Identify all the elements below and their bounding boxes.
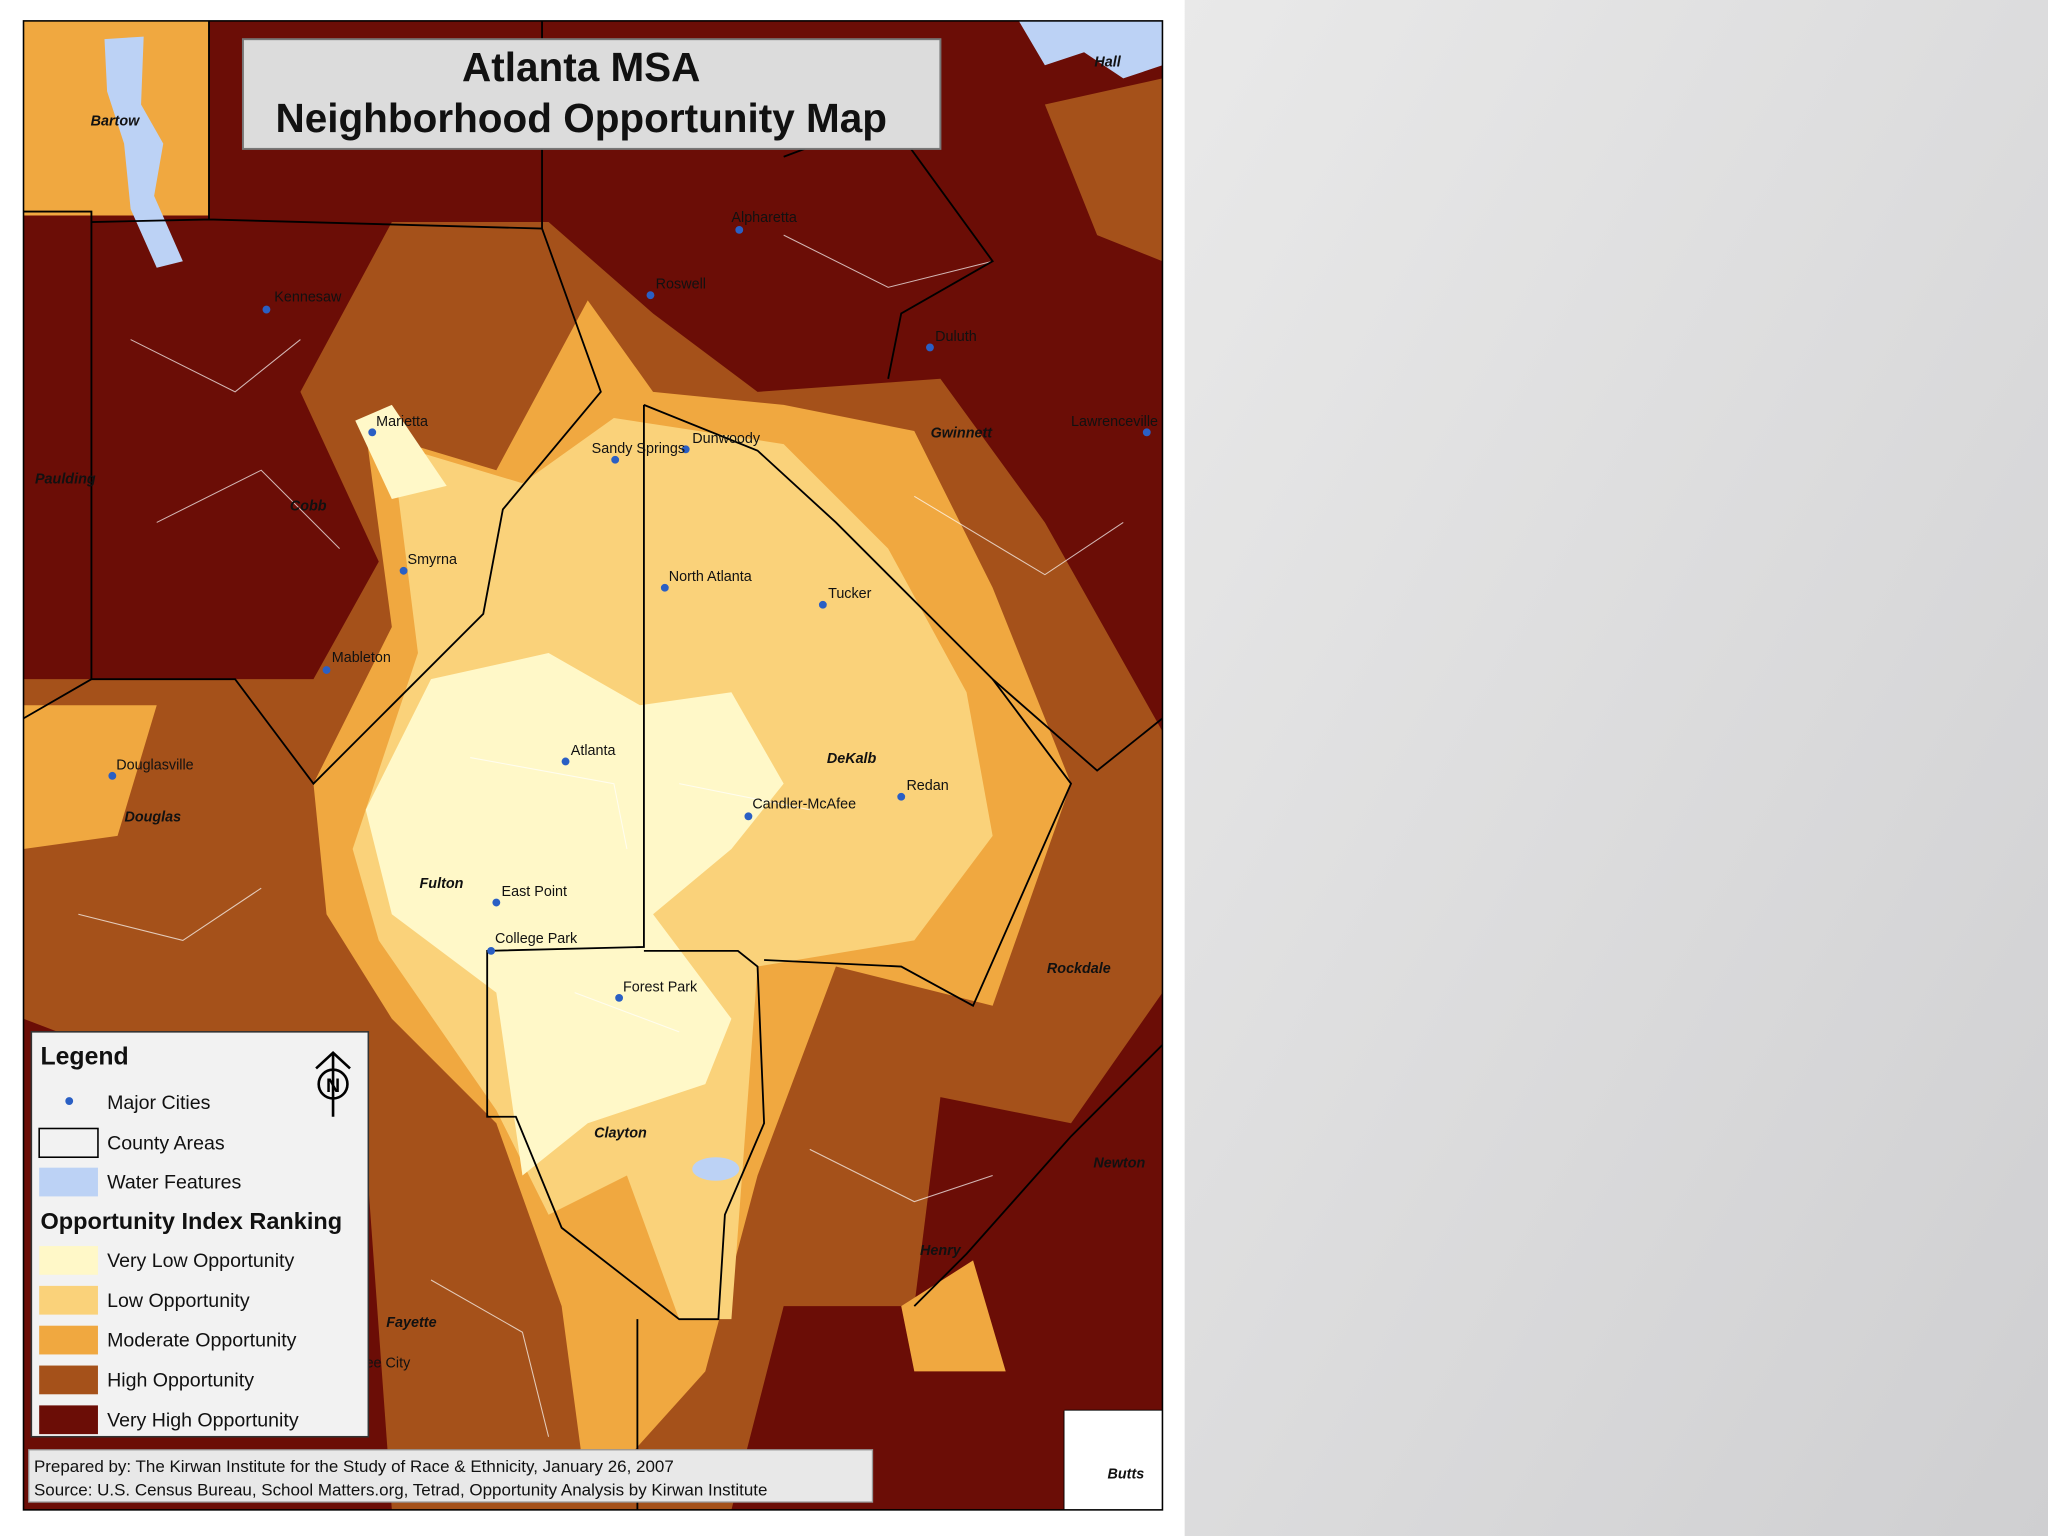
city-label: Douglasville (116, 757, 193, 773)
city-label: Marietta (376, 414, 428, 430)
county-label: Fayette (386, 1315, 436, 1331)
cities: Kennesaw Marietta Smyrna Mableton Dougla… (108, 210, 1158, 1372)
legend-symbol (38, 1127, 99, 1159)
region (23, 705, 157, 849)
legend-label: County Areas (107, 1132, 225, 1154)
county-label: Hall (1094, 55, 1121, 71)
city-label: Duluth (935, 329, 977, 345)
legend-swatch (39, 1246, 98, 1275)
map: Bartow Hall Cobb Paulding Gwinnett Dougl… (23, 20, 1163, 1510)
water (104, 20, 1163, 1181)
legend-label: Very Low Opportunity (107, 1250, 294, 1272)
legend-symbol (65, 1097, 74, 1105)
credits: Prepared by: The Kirwan Institute for th… (28, 1449, 874, 1503)
north-label: N (326, 1075, 340, 1097)
city-label: Kennesaw (274, 290, 342, 306)
title: Atlanta MSA (462, 44, 700, 90)
side-panel (1184, 0, 2048, 1536)
region (1044, 78, 1163, 262)
city-label: East Point (502, 884, 567, 900)
legend-swatch (39, 1325, 98, 1355)
title-background (241, 38, 942, 150)
credits-box (28, 1449, 874, 1503)
title-box: Atlanta MSA Neighborhood Opportunity Map (241, 38, 942, 150)
city-label: Dunwoody (692, 431, 761, 447)
city-label: Alpharetta (731, 210, 796, 226)
county-label: Newton (1093, 1156, 1145, 1172)
county-label: Butts (1108, 1467, 1145, 1483)
city-label: Sandy Springs (592, 441, 685, 457)
city-label: Lawrenceville (1071, 414, 1158, 430)
legend-swatch (39, 1365, 98, 1395)
tract-lines (78, 234, 1124, 1437)
region (901, 1260, 1006, 1372)
county-label: Clayton (594, 1126, 647, 1142)
map-frame (22, 20, 1164, 1511)
county-label: Douglas (124, 810, 181, 826)
legend-symbol (39, 1167, 98, 1197)
city-label: Smyrna (408, 552, 457, 568)
city-label: Tucker (828, 586, 872, 602)
legend-rankings: Very Low Opportunity Low Opportunity Moder… (39, 1246, 299, 1435)
city-label: Atlanta (571, 743, 616, 759)
legend-heading: Opportunity Index Ranking (40, 1208, 342, 1234)
county-labels: Bartow Hall Cobb Paulding Gwinnett Dougl… (35, 55, 1146, 1483)
legend-label: High Opportunity (107, 1369, 254, 1391)
legend-label: Low Opportunity (107, 1290, 250, 1312)
credit-line: Source: U.S. Census Bureau, School Matte… (34, 1481, 767, 1500)
city-label: Mableton (332, 650, 391, 666)
credit-line: Prepared by: The Kirwan Institute for th… (34, 1457, 674, 1476)
county-label: Rockdale (1047, 961, 1111, 977)
county-label: Paulding (35, 471, 96, 487)
city-label: North Atlanta (669, 569, 752, 585)
city-label: Roswell (656, 277, 706, 293)
city-label: Forest Park (623, 979, 698, 995)
county-label: Fulton (420, 876, 464, 892)
title: Neighborhood Opportunity Map (275, 95, 886, 141)
county-label: DeKalb (827, 751, 877, 767)
county-area (1064, 1410, 1163, 1510)
legend-label: Moderate Opportunity (107, 1330, 297, 1352)
legend-label: Major Cities (107, 1092, 211, 1114)
city-markers (108, 225, 1151, 1002)
city-label: Redan (906, 778, 948, 794)
legend-label: Very High Opportunity (107, 1409, 299, 1431)
region (355, 404, 447, 499)
county-label: Cobb (290, 499, 327, 515)
county-label: Bartow (91, 113, 140, 129)
legend-swatch (39, 1405, 98, 1435)
county-label: Gwinnett (931, 426, 994, 442)
north-arrow (315, 1050, 351, 1117)
legend-title: Legend (40, 1043, 128, 1070)
city-label: College Park (495, 931, 578, 947)
county-label: Henry (920, 1243, 962, 1259)
legend-label: Water Features (107, 1172, 241, 1194)
legend-swatch (39, 1285, 98, 1315)
legend: Legend N Major Cities County Areas Water… (30, 1031, 370, 1438)
city-label: Candler-McAfee (752, 796, 856, 812)
